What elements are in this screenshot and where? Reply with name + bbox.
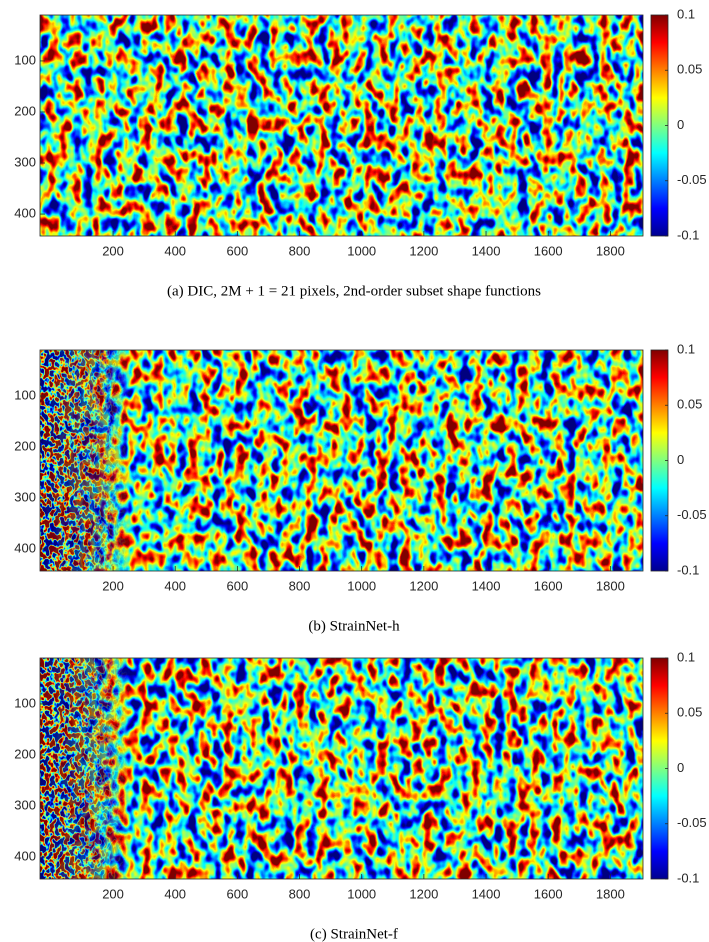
x-tick-label: 600 <box>227 243 249 258</box>
colorbar-tick-label: 0 <box>677 452 684 467</box>
x-tick-label: 1600 <box>534 886 563 901</box>
colorbar-tick-label: -0.1 <box>677 227 699 242</box>
colorbar-tick-label: 0 <box>677 117 684 132</box>
caption: (c) StrainNet-f <box>310 926 398 942</box>
x-tick-label: 1400 <box>472 578 501 593</box>
heatmap-image <box>40 658 643 879</box>
x-tick-label: 1200 <box>409 243 438 258</box>
heatmap-edge-noise <box>40 658 130 879</box>
x-tick-label: 1800 <box>596 578 625 593</box>
colorbar-tick-label: 0.05 <box>677 705 702 720</box>
colorbar-tick-label: -0.05 <box>677 815 707 830</box>
heatmap-image <box>40 15 643 236</box>
colorbar-tick-label: 0.1 <box>677 341 695 356</box>
y-tick-label: 200 <box>14 746 36 761</box>
y-tick-label: 200 <box>14 103 36 118</box>
y-tick-label: 100 <box>14 52 36 67</box>
colorbar-tick-label: -0.05 <box>677 507 707 522</box>
x-tick-label: 1200 <box>409 578 438 593</box>
x-tick-label: 800 <box>289 578 311 593</box>
y-tick-label: 100 <box>14 695 36 710</box>
colorbar-tick-label: 0.1 <box>677 649 695 664</box>
x-tick-label: 200 <box>102 243 124 258</box>
y-tick-label: 300 <box>14 489 36 504</box>
x-tick-label: 600 <box>227 578 249 593</box>
x-tick-label: 1800 <box>596 243 625 258</box>
plot-frame <box>39 657 644 880</box>
colorbar-tick-label: -0.05 <box>677 172 707 187</box>
x-tick-label: 1400 <box>472 886 501 901</box>
plot-frame <box>39 349 644 572</box>
colorbar-tick-label: -0.1 <box>677 562 699 577</box>
y-tick-label: 400 <box>14 848 36 863</box>
colorbar-tick-label: -0.1 <box>677 870 699 885</box>
x-tick-label: 1200 <box>409 886 438 901</box>
y-tick-label: 100 <box>14 387 36 402</box>
x-tick-label: 1000 <box>347 886 376 901</box>
x-tick-label: 1400 <box>472 243 501 258</box>
heatmap-image <box>40 350 643 571</box>
x-tick-label: 600 <box>227 886 249 901</box>
y-tick-label: 300 <box>14 797 36 812</box>
x-tick-label: 1000 <box>347 578 376 593</box>
heatmap-edge-noise <box>40 350 130 571</box>
x-tick-label: 200 <box>102 578 124 593</box>
x-tick-label: 1800 <box>596 886 625 901</box>
x-tick-label: 1000 <box>347 243 376 258</box>
x-tick-label: 400 <box>164 243 186 258</box>
colorbar-tick-label: 0.05 <box>677 62 702 77</box>
x-tick-label: 800 <box>289 886 311 901</box>
x-tick-label: 200 <box>102 886 124 901</box>
colorbar-tick-label: 0 <box>677 760 684 775</box>
x-tick-label: 1600 <box>534 578 563 593</box>
y-tick-label: 300 <box>14 154 36 169</box>
colorbar-tick-label: 0.05 <box>677 397 702 412</box>
plot-frame <box>39 14 644 237</box>
colorbar-tick-label: 0.1 <box>677 6 695 21</box>
x-tick-label: 1600 <box>534 243 563 258</box>
y-tick-label: 400 <box>14 540 36 555</box>
caption: (a) DIC, 2M + 1 = 21 pixels, 2nd-order s… <box>167 283 541 299</box>
y-tick-label: 200 <box>14 438 36 453</box>
x-tick-label: 400 <box>164 578 186 593</box>
caption: (b) StrainNet-h <box>308 618 400 634</box>
y-tick-label: 400 <box>14 205 36 220</box>
x-tick-label: 400 <box>164 886 186 901</box>
x-tick-label: 800 <box>289 243 311 258</box>
